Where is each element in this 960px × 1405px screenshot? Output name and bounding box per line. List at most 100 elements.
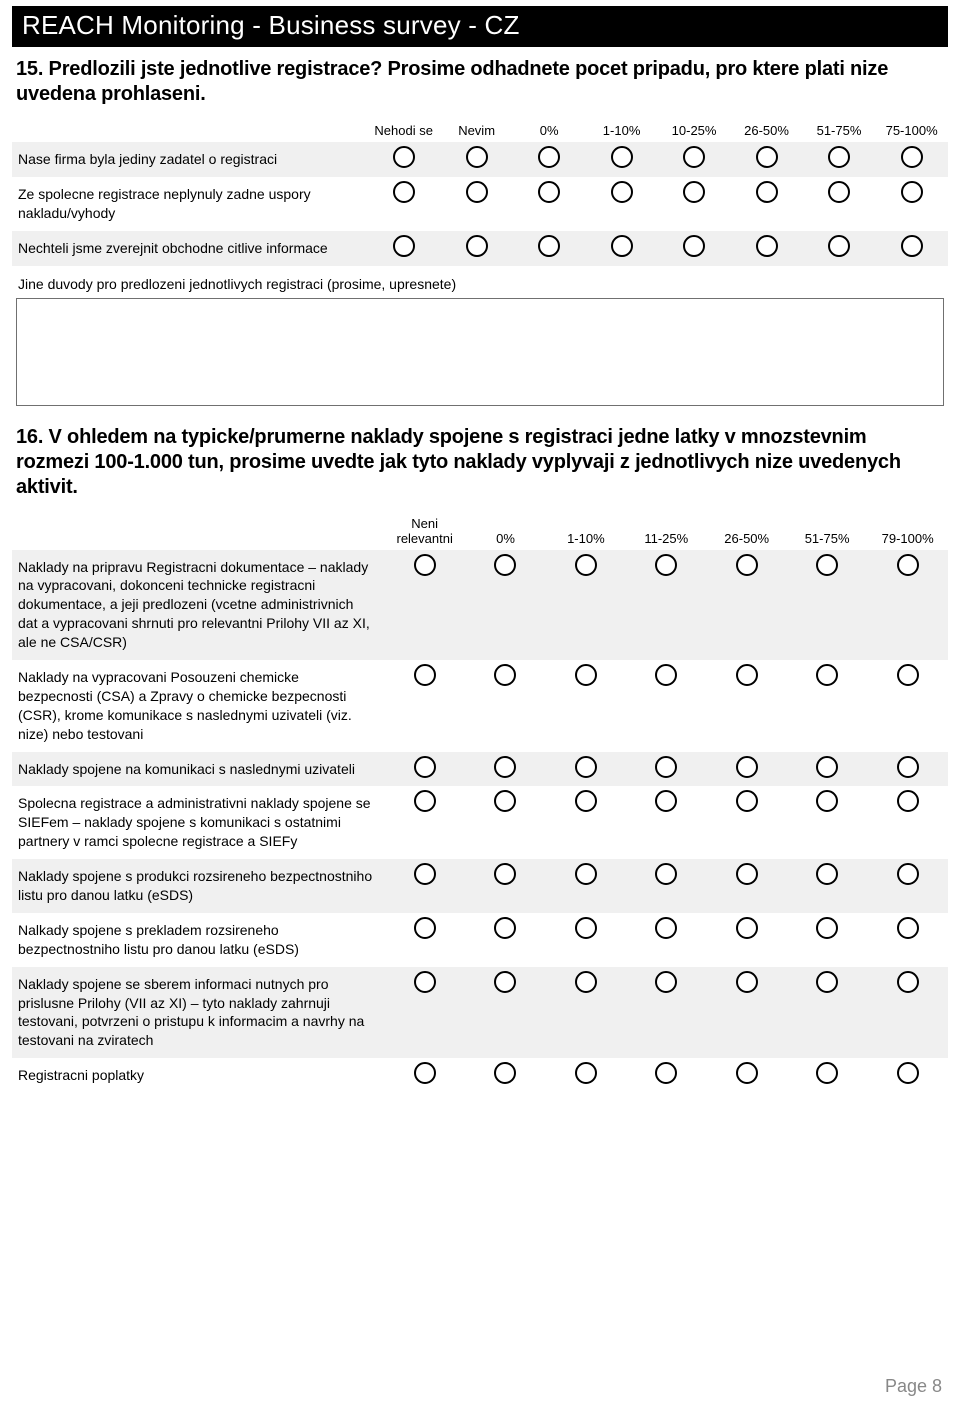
q16-r3-c2-radio[interactable] [575, 790, 597, 812]
q15-r1-c4-radio[interactable] [683, 181, 705, 203]
q15-r0-c6-radio[interactable] [828, 146, 850, 168]
q16-r5-c0-radio[interactable] [414, 917, 436, 939]
q15-r0-c3-radio[interactable] [611, 146, 633, 168]
q15-r0-c5-radio[interactable] [756, 146, 778, 168]
q15-r1-c6-radio[interactable] [828, 181, 850, 203]
q15-row-0-label: Nase firma byla jediny zadatel o registr… [12, 142, 367, 177]
q15-col-4: 10-25% [658, 119, 730, 142]
q16-r4-c5-radio[interactable] [816, 863, 838, 885]
q16-r3-c1-radio[interactable] [494, 790, 516, 812]
page-title-bar: REACH Monitoring - Business survey - CZ [12, 6, 948, 47]
q15-r1-c7-radio[interactable] [901, 181, 923, 203]
page-number: Page 8 [885, 1376, 942, 1397]
q15-r2-c5-radio[interactable] [756, 235, 778, 257]
q16-r4-c0-radio[interactable] [414, 863, 436, 885]
q16-r7-c2-radio[interactable] [575, 1062, 597, 1084]
q15-r2-c1-radio[interactable] [466, 235, 488, 257]
q16-r7-c0-radio[interactable] [414, 1062, 436, 1084]
q16-r6-c5-radio[interactable] [816, 971, 838, 993]
q15-r0-c2-radio[interactable] [538, 146, 560, 168]
q16-r6-c4-radio[interactable] [736, 971, 758, 993]
q16-r2-c2-radio[interactable] [575, 756, 597, 778]
q15-row-2-label: Nechteli jsme zverejnit obchodne citlive… [12, 231, 367, 266]
q16-r5-c6-radio[interactable] [897, 917, 919, 939]
q16-r5-c2-radio[interactable] [575, 917, 597, 939]
q16-row-7-label: Registracni poplatky [12, 1058, 384, 1093]
q16-r1-c3-radio[interactable] [655, 664, 677, 686]
q16-r2-c6-radio[interactable] [897, 756, 919, 778]
page-title: REACH Monitoring - Business survey - CZ [22, 10, 520, 40]
q16-r2-c4-radio[interactable] [736, 756, 758, 778]
q15-row-1-label: Ze spolecne registrace neplynuly zadne u… [12, 177, 367, 231]
q15-r1-c1-radio[interactable] [466, 181, 488, 203]
q16-r2-c5-radio[interactable] [816, 756, 838, 778]
q16-r5-c1-radio[interactable] [494, 917, 516, 939]
q16-row-6: Naklady spojene se sberem informaci nutn… [12, 967, 948, 1059]
q15-r1-c2-radio[interactable] [538, 181, 560, 203]
q16-r3-c3-radio[interactable] [655, 790, 677, 812]
q16-row-4-label: Naklady spojene s produkci rozsireneho b… [12, 859, 384, 913]
q16-r7-c5-radio[interactable] [816, 1062, 838, 1084]
q15-r0-c7-radio[interactable] [901, 146, 923, 168]
q16-r0-c4-radio[interactable] [736, 554, 758, 576]
q16-r3-c5-radio[interactable] [816, 790, 838, 812]
q16-r5-c3-radio[interactable] [655, 917, 677, 939]
q15-r0-c1-radio[interactable] [466, 146, 488, 168]
q15-r2-c3-radio[interactable] [611, 235, 633, 257]
q16-row-5-label: Nalkady spojene s prekladem rozsireneho … [12, 913, 384, 967]
q16-r2-c1-radio[interactable] [494, 756, 516, 778]
q16-r4-c4-radio[interactable] [736, 863, 758, 885]
q15-r2-c0-radio[interactable] [393, 235, 415, 257]
q16-r4-c1-radio[interactable] [494, 863, 516, 885]
q16-r7-c6-radio[interactable] [897, 1062, 919, 1084]
q16-r0-c2-radio[interactable] [575, 554, 597, 576]
q16-r0-c6-radio[interactable] [897, 554, 919, 576]
q16-row-3: Spolecna registrace a administrativni na… [12, 786, 948, 859]
q16-r1-c2-radio[interactable] [575, 664, 597, 686]
q15-r0-c4-radio[interactable] [683, 146, 705, 168]
q16-r4-c2-radio[interactable] [575, 863, 597, 885]
q15-r2-c2-radio[interactable] [538, 235, 560, 257]
q15-r2-c6-radio[interactable] [828, 235, 850, 257]
q16-r5-c4-radio[interactable] [736, 917, 758, 939]
q15-col-0: Nehodi se [367, 119, 440, 142]
q16-r3-c6-radio[interactable] [897, 790, 919, 812]
q15-r2-c7-radio[interactable] [901, 235, 923, 257]
q15-matrix: Nehodi se Nevim 0% 1-10% 10-25% 26-50% 5… [12, 119, 948, 266]
q16-r1-c6-radio[interactable] [897, 664, 919, 686]
q16-r0-c3-radio[interactable] [655, 554, 677, 576]
q16-r4-c6-radio[interactable] [897, 863, 919, 885]
q15-other-textarea[interactable] [16, 298, 944, 406]
q15-other-label: Jine duvody pro predlozeni jednotlivych … [18, 276, 944, 292]
q16-r6-c1-radio[interactable] [494, 971, 516, 993]
q15-col-2: 0% [513, 119, 585, 142]
q15-r1-c3-radio[interactable] [611, 181, 633, 203]
q16-r0-c0-radio[interactable] [414, 554, 436, 576]
q15-row-0: Nase firma byla jediny zadatel o registr… [12, 142, 948, 177]
q16-r6-c3-radio[interactable] [655, 971, 677, 993]
q16-r6-c0-radio[interactable] [414, 971, 436, 993]
q16-r6-c6-radio[interactable] [897, 971, 919, 993]
q16-r1-c4-radio[interactable] [736, 664, 758, 686]
q16-r7-c1-radio[interactable] [494, 1062, 516, 1084]
q16-r0-c1-radio[interactable] [494, 554, 516, 576]
q16-r1-c1-radio[interactable] [494, 664, 516, 686]
q15-r0-c0-radio[interactable] [393, 146, 415, 168]
q16-r2-c3-radio[interactable] [655, 756, 677, 778]
q16-r1-c5-radio[interactable] [816, 664, 838, 686]
q16-r5-c5-radio[interactable] [816, 917, 838, 939]
q16-r7-c4-radio[interactable] [736, 1062, 758, 1084]
q16-r2-c0-radio[interactable] [414, 756, 436, 778]
q15-r1-c0-radio[interactable] [393, 181, 415, 203]
q15-row-1: Ze spolecne registrace neplynuly zadne u… [12, 177, 948, 231]
q16-r6-c2-radio[interactable] [575, 971, 597, 993]
q15-r1-c5-radio[interactable] [756, 181, 778, 203]
q16-r7-c3-radio[interactable] [655, 1062, 677, 1084]
q15-r2-c4-radio[interactable] [683, 235, 705, 257]
q16-col-1: 0% [465, 512, 545, 550]
q16-r3-c4-radio[interactable] [736, 790, 758, 812]
q16-r1-c0-radio[interactable] [414, 664, 436, 686]
q16-r0-c5-radio[interactable] [816, 554, 838, 576]
q16-r3-c0-radio[interactable] [414, 790, 436, 812]
q16-r4-c3-radio[interactable] [655, 863, 677, 885]
